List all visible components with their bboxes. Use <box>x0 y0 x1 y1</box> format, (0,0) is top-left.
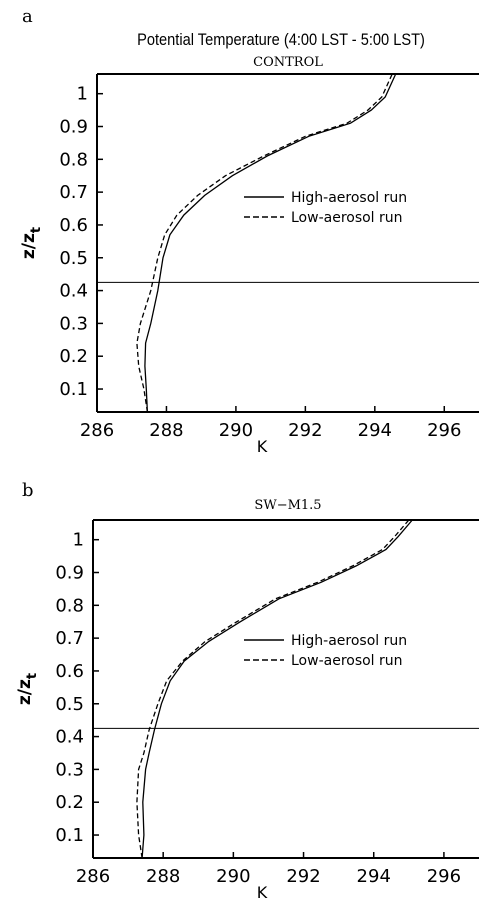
panel-a: a Potential Temperature (4:00 LST - 5:00… <box>19 6 479 456</box>
x-axis-label-b: K <box>257 883 268 902</box>
series-high-aerosol-a <box>144 73 397 413</box>
series-low-aerosol-a <box>136 73 393 413</box>
figure-main-title: Potential Temperature (4:00 LST - 5:00 L… <box>137 31 425 49</box>
y-tick-label-a: 0.1 <box>59 379 88 400</box>
legend-label-b: High-aerosol run <box>291 633 407 649</box>
x-axis-label-a: K <box>257 437 268 456</box>
y-tick-label-b: 0.9 <box>55 563 84 584</box>
y-tick-label-a: 0.2 <box>59 346 88 367</box>
plot-area-a: 0.1 0.2 0.3 0.4 0.5 0.6 0.7 0.8 0.9 1 286 288 290 292… <box>19 73 479 456</box>
y-tick-label-a: 0.4 <box>59 281 88 302</box>
y-tick-label-a: 0.7 <box>59 182 88 203</box>
panel-title-b: SW−M1.5 <box>254 498 321 513</box>
x-tick-label-a: 292 <box>288 420 322 441</box>
x-tick-label-a: 286 <box>80 420 114 441</box>
x-tick-label-a: 294 <box>358 420 392 441</box>
y-tick-label-a: 0.9 <box>59 117 88 138</box>
panel-letter-a: a <box>22 6 33 27</box>
x-tick-label-b: 294 <box>357 866 391 887</box>
x-tick-label-b: 292 <box>286 866 320 887</box>
x-tick-label-b: 296 <box>427 866 461 887</box>
x-tick-label-b: 290 <box>216 866 250 887</box>
y-axis-label-b: z/zt <box>15 673 40 705</box>
y-tick-label-a: 0.8 <box>59 149 88 170</box>
series-low-aerosol-b <box>136 519 410 859</box>
legend-label-a: Low-aerosol run <box>291 210 403 226</box>
x-tick-label-a: 290 <box>219 420 253 441</box>
legend-label-b: Low-aerosol run <box>291 653 403 669</box>
x-tick-label-b: 286 <box>76 866 110 887</box>
y-tick-label-a: 0.3 <box>59 313 88 334</box>
panel-letter-b: b <box>22 480 34 501</box>
plot-area-b: 0.1 0.2 0.3 0.4 0.5 0.6 0.7 0.8 0.9 1 286 288 290 292… <box>15 519 479 902</box>
y-tick-label-b: 1 <box>73 530 84 551</box>
y-tick-label-b: 0.2 <box>55 792 84 813</box>
y-tick-label-a: 0.6 <box>59 215 88 236</box>
series-high-aerosol-b <box>141 519 413 859</box>
panel-title-a: CONTROL <box>253 55 323 70</box>
panel-b: b SW−M1.5 0.1 0.2 0.3 0.4 0.5 0.6 0.7 0.8 0.9 1 28… <box>15 480 479 902</box>
y-tick-label-b: 0.8 <box>55 595 84 616</box>
x-tick-label-a: 288 <box>149 420 183 441</box>
y-tick-label-b: 0.6 <box>55 661 84 682</box>
y-tick-label-b: 0.5 <box>55 694 84 715</box>
y-tick-label-b: 0.7 <box>55 628 84 649</box>
y-tick-label-b: 0.1 <box>55 825 84 846</box>
legend-label-a: High-aerosol run <box>291 190 407 206</box>
y-axis-label-a: z/zt <box>19 227 44 259</box>
y-tick-label-a: 0.5 <box>59 248 88 269</box>
y-tick-label-b: 0.3 <box>55 759 84 780</box>
y-tick-label-b: 0.4 <box>55 727 84 748</box>
y-tick-label-a: 1 <box>77 84 88 105</box>
x-tick-label-a: 296 <box>427 420 461 441</box>
x-tick-label-b: 288 <box>146 866 180 887</box>
